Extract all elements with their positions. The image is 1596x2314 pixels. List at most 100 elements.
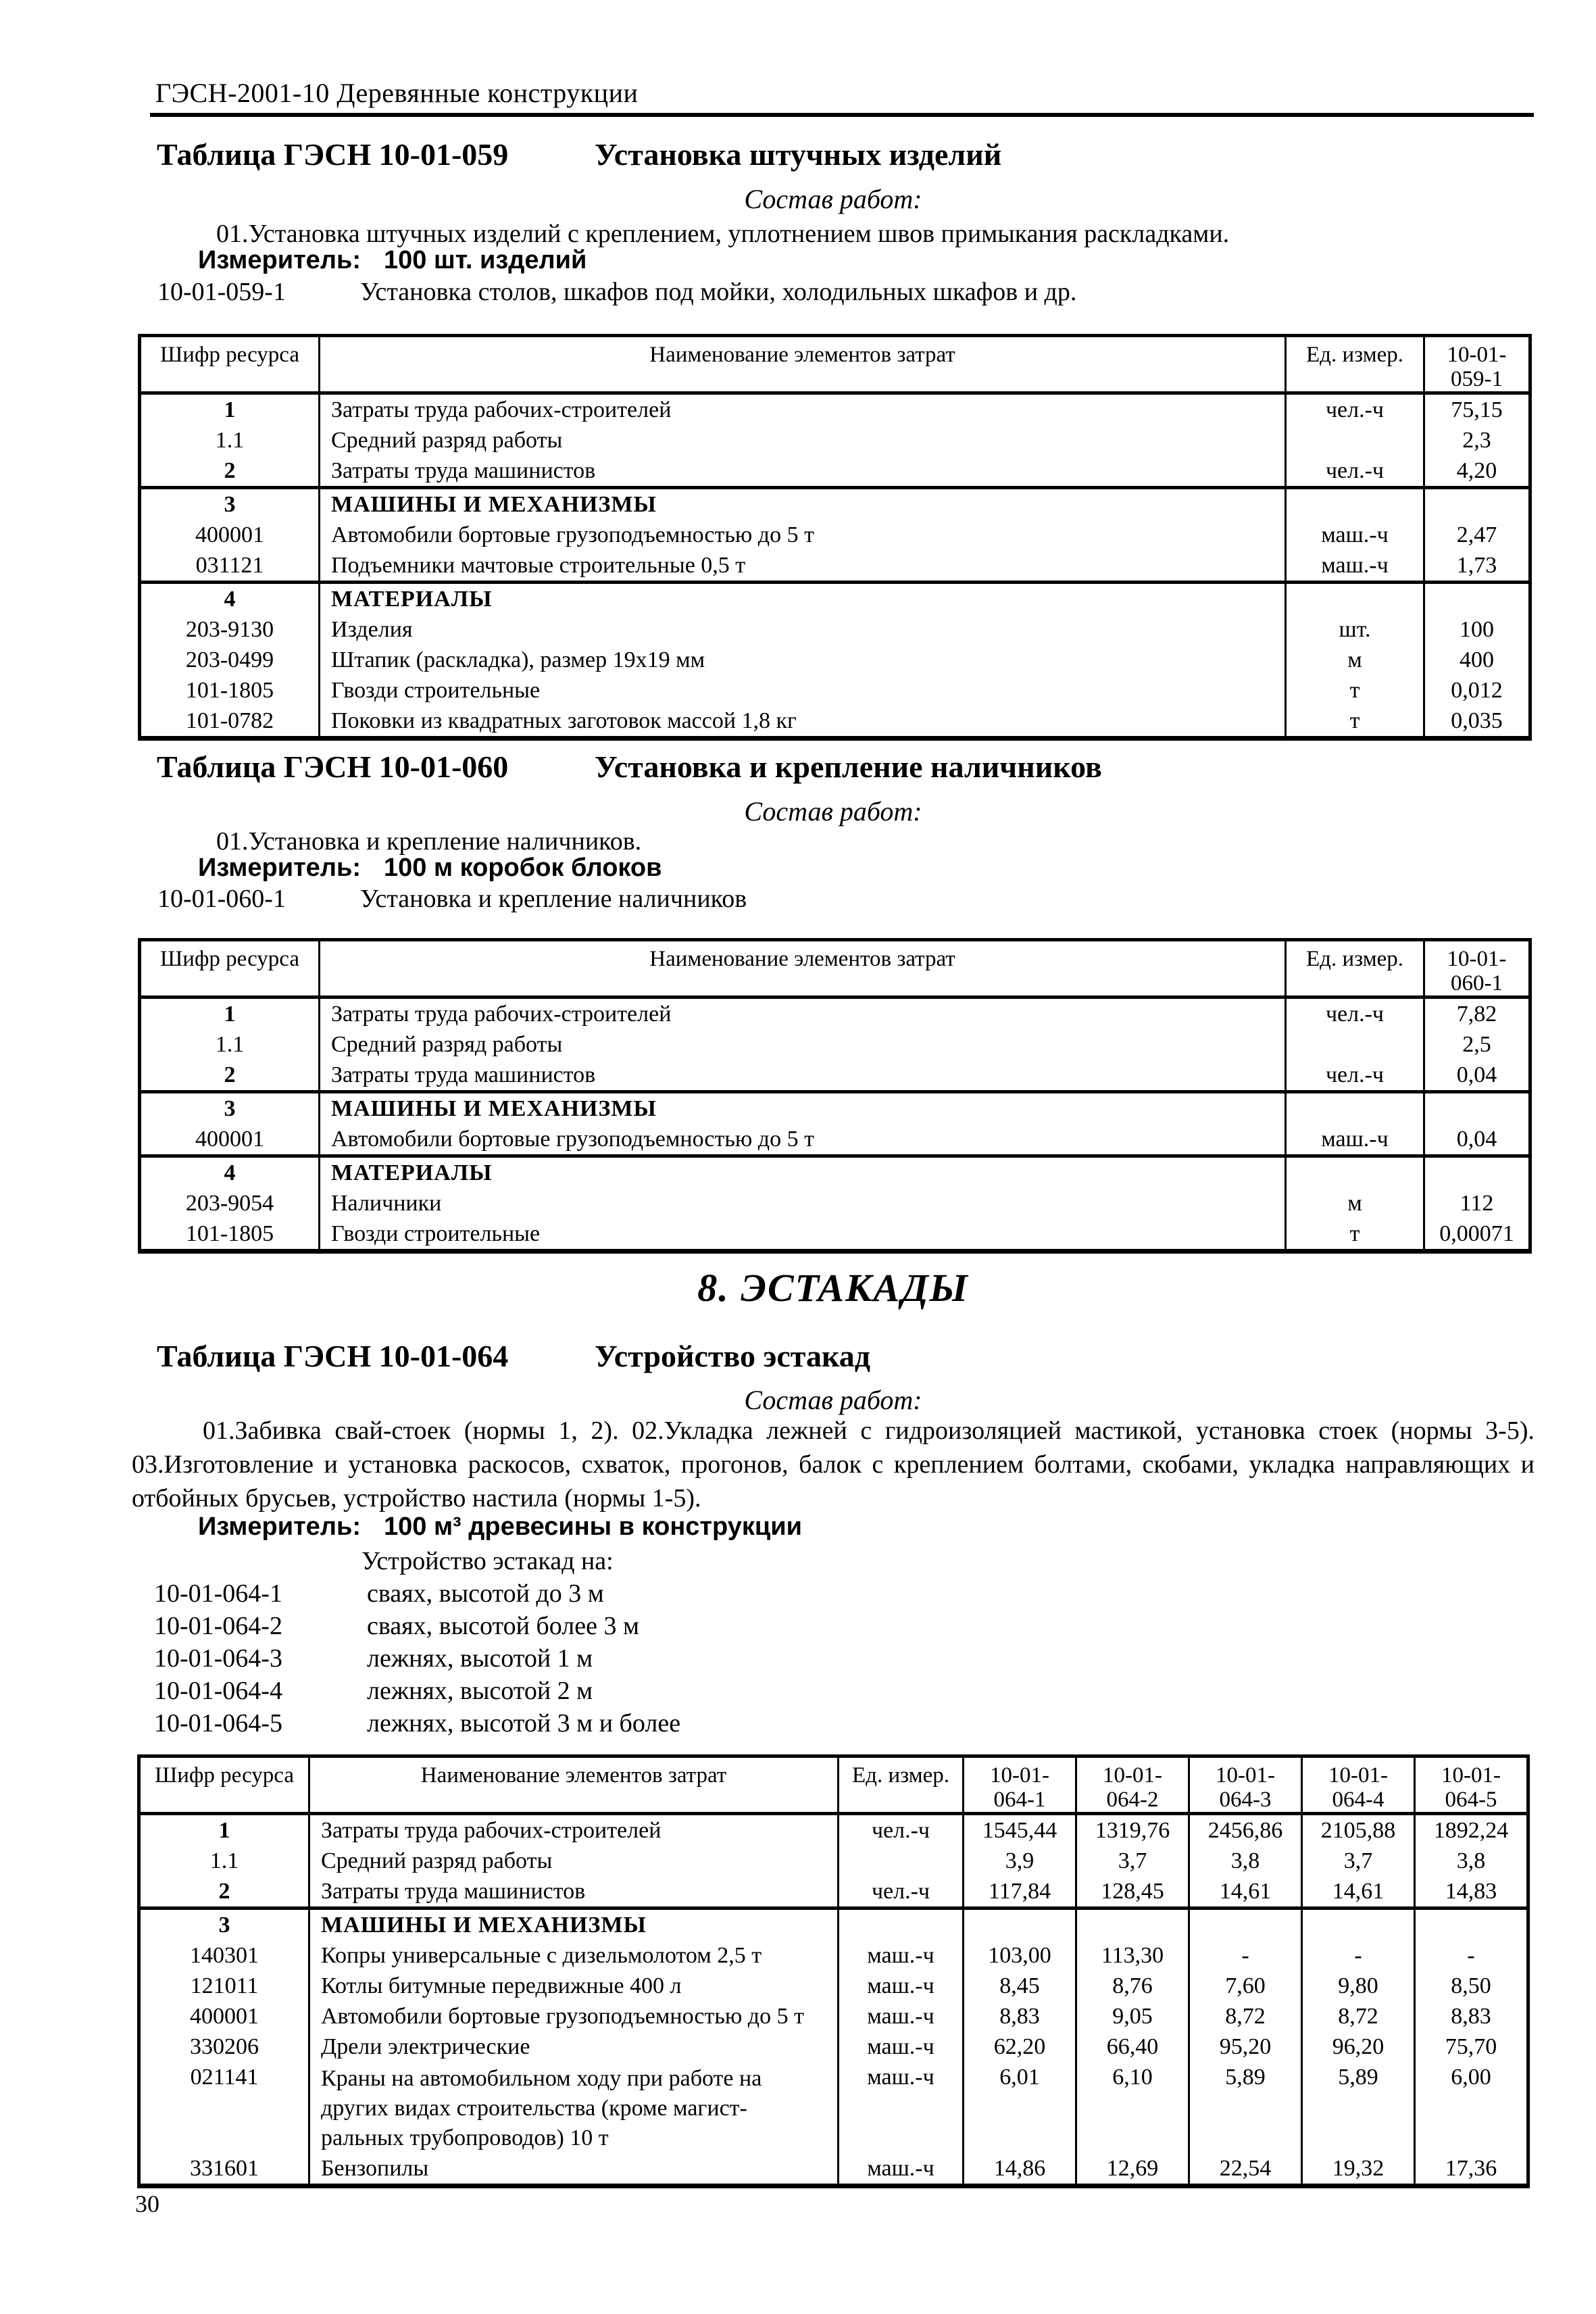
cell-resource-code: 101-0782: [185, 708, 274, 733]
cell-unit: маш.-ч: [1285, 1124, 1424, 1156]
cell-resource-code: 101-1805: [185, 678, 274, 703]
cell-value: 5,89: [1188, 2062, 1302, 2153]
table-row: 2 Затраты труда машинистов чел.-ч 117,84 128…: [139, 1876, 1528, 1909]
cell-value: 400: [1423, 645, 1530, 675]
cell-unit: чел.-ч: [1285, 1060, 1424, 1092]
cell-value: 1892,24: [1414, 1813, 1528, 1846]
cell-value: [1301, 1906, 1415, 1940]
cell-value: 128,45: [1075, 1876, 1189, 1909]
table-row: 330206 Дрели электрические маш.-ч 62,20 66,4…: [139, 2032, 1528, 2062]
cell-value: 14,83: [1414, 1876, 1528, 1909]
cell-unit: маш.-ч: [837, 2062, 964, 2153]
works-059: 01.Установка штучных изделий с крепление…: [216, 220, 1230, 248]
page-number: 30: [135, 2190, 159, 2217]
table-row: 331601 Бензопилы маш.-ч 14,86 12,69 22,54 19,3…: [139, 2153, 1528, 2186]
section-8-heading: 8. ЭСТАКАДЫ: [697, 1266, 969, 1310]
cell-value: 1319,76: [1075, 1813, 1189, 1846]
cell-value: 113,30: [1075, 1940, 1189, 1971]
norm-line-060-1: 10-01-060-1 Установка и крепление налични…: [157, 884, 747, 914]
table-row: 1.1 Средний разряд работы 2,5: [140, 1029, 1530, 1060]
table-row: 101-0782 Поковки из квадратных заготовок …: [140, 706, 1530, 739]
table-064-label: Таблица ГЭСН 10-01-064: [157, 1339, 509, 1373]
table-row: 203-9054 Наличники м 112: [140, 1188, 1530, 1218]
cell-value: -: [1188, 1940, 1302, 1971]
cell-value: 0,04: [1423, 1124, 1530, 1156]
norm-id-header: 10-01- 060-1: [1423, 939, 1530, 999]
cell-cost-element-name: Затраты труда машинистов: [308, 1876, 839, 1909]
table-row: 140301 Копры универсальные с дизельмолото…: [139, 1940, 1528, 1971]
norm-desc: сваях, высотой до 3 м: [367, 1579, 604, 1608]
cell-unit: маш.-ч: [1285, 520, 1424, 550]
column-header: Наименование элементов затрат: [308, 1756, 839, 1815]
cell-value: [962, 1906, 1076, 1940]
cell-value: 6,00: [1414, 2062, 1528, 2153]
izmeritel-label: Измеритель:: [198, 1512, 361, 1541]
table-row: 400001 Автомобили бортовые грузоподъемнос…: [140, 520, 1530, 550]
table-row: 1 Затраты труда рабочих-строителей чел.-ч 1…: [139, 1813, 1528, 1846]
table-row: 101-1805 Гвозди строительные т 0,012: [140, 675, 1530, 706]
cell-value: 96,20: [1301, 2032, 1415, 2062]
cell-unit: маш.-ч: [1285, 550, 1424, 583]
table-row: 1 Затраты труда рабочих-строителей чел.-ч 7…: [140, 393, 1530, 425]
cell-value: 75,15: [1423, 393, 1530, 425]
table-060-label: Таблица ГЭСН 10-01-060: [157, 749, 509, 784]
table-header-row: Шифр ресурса Наименование элементов затра…: [139, 1756, 1528, 1815]
cell-cost-element-name: Подъемники мачтовые строительные 0,5 т: [318, 550, 1286, 583]
cell-unit: чел.-ч: [837, 1813, 964, 1846]
table-059-title: Таблица ГЭСН 10-01-059 Установка штучных…: [157, 137, 1508, 172]
norm-id-header: 10-01- 059-1: [1423, 335, 1530, 395]
izmeritel-060: Измеритель: 100 м коробок блоков: [198, 854, 662, 883]
table-059-name: Установка штучных изделий: [595, 137, 1002, 172]
cell-value: 1,73: [1423, 550, 1530, 583]
cell-resource-code: 1: [224, 1002, 236, 1027]
cell-resource-code: 2: [224, 458, 236, 483]
cell-resource-code: 330206: [190, 2034, 259, 2059]
cell-value: 3,7: [1301, 1846, 1415, 1876]
cell-resource-code: 203-9054: [185, 1191, 274, 1216]
cell-value: 0,035: [1423, 706, 1530, 739]
cell-value: 1545,44: [962, 1813, 1076, 1846]
cell-cost-element-name: Затраты труда рабочих-строителей: [318, 997, 1286, 1029]
norm-code: 10-01-064-3: [154, 1644, 282, 1673]
table-row: 021141 Краны на автомобильном ходу при ра…: [139, 2062, 1528, 2153]
cell-value: 75,70: [1414, 2032, 1528, 2062]
cell-resource-code: 4: [139, 1154, 320, 1188]
cell-unit: маш.-ч: [837, 2153, 964, 2186]
cell-cost-element-name: Автомобили бортовые грузоподъемностью до…: [318, 1124, 1286, 1156]
cell-value: 9,05: [1075, 2001, 1189, 2032]
cell-value: [1414, 1906, 1528, 1940]
table-row: 031121 Подъемники мачтовые строительные 0…: [140, 550, 1530, 583]
cell-value: 12,69: [1075, 2153, 1189, 2186]
cell-value: 2,47: [1423, 520, 1530, 550]
cell-cost-element-name: Гвозди строительные: [318, 1218, 1286, 1252]
cell-resource-code: 2: [218, 1879, 230, 1904]
cell-unit: шт.: [1285, 614, 1424, 645]
resource-table-059: Шифр ресурса Наименование элементов затра…: [138, 334, 1532, 741]
cell-cost-element-name: Затраты труда машинистов: [318, 456, 1286, 488]
cell-value: 7,60: [1188, 1971, 1302, 2001]
cell-value: [1423, 581, 1530, 614]
cell-resource-code: 203-9130: [185, 617, 274, 642]
cell-cost-element-name: МАШИНЫ И МЕХАНИЗМЫ: [318, 486, 1286, 520]
cell-value: 8,83: [1414, 2001, 1528, 2032]
cell-unit: маш.-ч: [837, 1971, 964, 2001]
cell-unit: [1285, 425, 1424, 456]
cell-cost-element-name: Котлы битумные передвижные 400 л: [308, 1971, 839, 2001]
column-header: Шифр ресурса: [139, 939, 320, 999]
izmeritel-value: 100 м коробок блоков: [383, 854, 662, 882]
table-064-name: Устройство эстакад: [595, 1339, 871, 1373]
document-header: ГЭСН-2001-10 Деревянные конструкции: [155, 78, 639, 108]
cell-resource-code: 400001: [190, 2004, 259, 2029]
cell-cost-element-name: МАТЕРИАЛЫ: [318, 1154, 1286, 1188]
cell-value: [1188, 1906, 1302, 1940]
cell-value: 7,82: [1423, 997, 1530, 1029]
norm-code: 10-01-064-2: [154, 1612, 282, 1640]
cell-value: 6,01: [962, 2062, 1076, 2153]
cell-value: 100: [1423, 614, 1530, 645]
cell-resource-code: 1.1: [215, 428, 245, 453]
cell-resource-code: 203-0499: [185, 647, 274, 672]
resource-table-060: Шифр ресурса Наименование элементов затра…: [138, 938, 1532, 1254]
cell-value: 6,10: [1075, 2062, 1189, 2153]
cell-cost-element-name: Автомобили бортовые грузоподъемностью до…: [308, 2001, 839, 2032]
